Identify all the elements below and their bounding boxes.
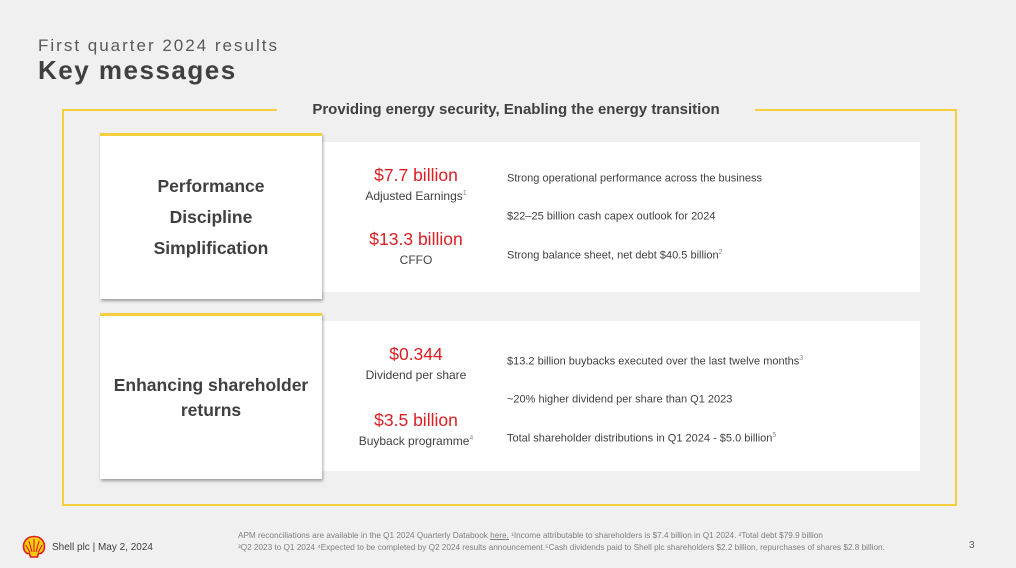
section2-panel	[320, 321, 920, 471]
section1-card-line: Performance	[157, 176, 265, 196]
metric-value: $3.5 billion	[374, 410, 458, 430]
message-item: $22–25 billion cash capex outlook for 20…	[507, 210, 716, 223]
footnotes: APM reconciliations are available in the…	[238, 530, 885, 554]
page-subtitle: First quarter 2024 results	[38, 36, 279, 55]
metric-value: $0.344	[389, 344, 443, 364]
section1-panel	[320, 142, 920, 292]
section2-card-line: Enhancing shareholder	[113, 374, 309, 395]
message-item: Strong operational performance across th…	[507, 172, 762, 185]
shell-logo-icon	[22, 535, 46, 559]
metric-adjusted-earnings: $7.7 billion Adjusted Earnings1	[336, 164, 496, 204]
section1-card-line: Simplification	[153, 238, 269, 258]
metric-label: Dividend per share	[365, 368, 467, 382]
metric-value: $13.3 billion	[369, 229, 463, 249]
message-item: ~20% higher dividend per share than Q1 2…	[507, 393, 733, 406]
metric-dividend-per-share: $0.344 Dividend per share	[336, 343, 496, 383]
section2-card-line: returns	[180, 399, 242, 420]
message-item: Total shareholder distributions in Q1 20…	[507, 432, 777, 445]
page-title: Key messages	[38, 55, 237, 85]
section1-card: Performance Discipline Simplification	[100, 133, 322, 299]
footnote-marker: 2	[718, 249, 723, 256]
metric-label: CFFO	[399, 253, 433, 267]
page-number: 3	[969, 540, 975, 551]
footnote-marker: 1	[462, 190, 467, 197]
section1-card-line: Discipline	[169, 207, 253, 227]
section2-card: Enhancing shareholder returns	[100, 313, 322, 479]
databook-link[interactable]: here.	[490, 531, 509, 540]
shell-pecten-icon	[22, 535, 46, 558]
footnotes-line2: ³Q2 2023 to Q1 2024 ⁴Expected to be comp…	[238, 543, 885, 552]
footnote-marker: 4	[469, 435, 474, 442]
metric-cffo: $13.3 billion CFFO	[336, 228, 496, 268]
banner-heading: Providing energy security, Enabling the …	[277, 98, 755, 122]
message-item: Strong balance sheet, net debt $40.5 bil…	[507, 249, 723, 262]
footnote-marker: 5	[772, 432, 777, 439]
footnote-marker: 3	[799, 355, 804, 362]
footnotes-line1: APM reconciliations are available in the…	[238, 531, 823, 540]
metric-label: Adjusted Earnings1	[365, 189, 467, 203]
footer-company: Shell plc | May 2, 2024	[52, 542, 153, 553]
message-item: $13.2 billion buybacks executed over the…	[507, 355, 804, 368]
metric-label: Buyback programme4	[358, 434, 474, 448]
metric-buyback-programme: $3.5 billion Buyback programme4	[336, 409, 496, 449]
metric-value: $7.7 billion	[374, 165, 458, 185]
